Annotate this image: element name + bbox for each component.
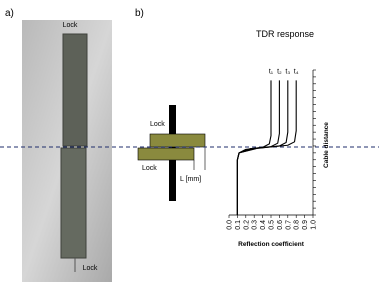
x-tick-label: 0.8 — [294, 220, 301, 230]
x-tick-label: 0.5 — [269, 220, 276, 230]
x-tick-label: 0.9 — [302, 220, 309, 230]
x-tick-label: 0.7 — [285, 220, 292, 230]
panel-label: a) — [5, 8, 14, 19]
diagram-label: Lock — [142, 165, 157, 172]
x-tick-label: 0.6 — [277, 220, 284, 230]
legend-label: t₄ — [294, 68, 299, 75]
diagram-label: Lock — [150, 121, 165, 128]
photo-block — [60, 147, 87, 259]
photo-label: Lock — [63, 22, 78, 29]
diagram-label: L [mm] — [180, 176, 201, 183]
photo-label: Lock — [83, 265, 98, 272]
plate — [149, 133, 206, 148]
photo-block — [62, 33, 88, 147]
x-tick-label: 0.4 — [260, 220, 267, 230]
x-tick-label: 0.2 — [243, 220, 250, 230]
x-axis-label: Reflection coefficient — [238, 241, 305, 248]
chart-title: TDR response — [256, 29, 314, 39]
plate — [137, 147, 195, 161]
legend-label: t₁ — [269, 68, 274, 75]
legend-label: t₃ — [285, 68, 290, 75]
legend-label: t₂ — [277, 68, 282, 75]
panel-label: b) — [135, 8, 144, 19]
x-tick-label: 0.1 — [235, 220, 242, 230]
x-tick-label: 0.0 — [227, 220, 234, 230]
line — [236, 80, 297, 215]
x-tick-label: 1.0 — [311, 220, 318, 230]
x-tick-label: 0.3 — [252, 220, 259, 230]
y-axis-label: Cable distance — [323, 122, 330, 168]
